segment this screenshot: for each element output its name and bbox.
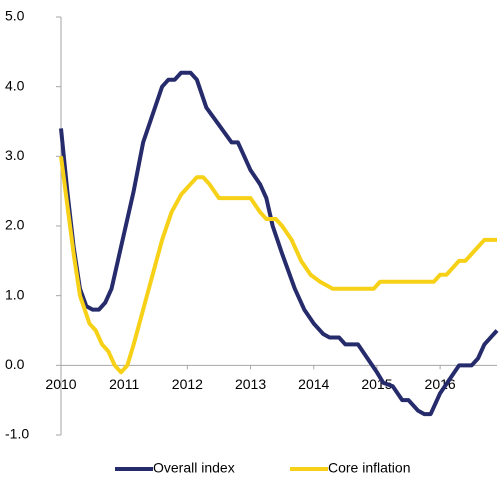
x-tick-label: 2013 bbox=[235, 376, 266, 392]
data-line bbox=[59, 156, 497, 375]
y-tick-label: -1.0 bbox=[5, 426, 29, 442]
x-tick-label: 2012 bbox=[172, 376, 203, 392]
y-tick-label: 4.0 bbox=[5, 77, 25, 93]
y-tick-label: 0.0 bbox=[5, 356, 25, 372]
y-tick-label: 5.0 bbox=[5, 8, 25, 24]
data-line bbox=[59, 70, 499, 417]
legend-label: Core inflation bbox=[328, 460, 411, 476]
x-tick-label: 2010 bbox=[45, 376, 76, 392]
x-tick-label: 2015 bbox=[361, 376, 392, 392]
y-tick-label: 3.0 bbox=[5, 147, 25, 163]
legend-label: Overall index bbox=[153, 460, 235, 476]
y-tick-label: 2.0 bbox=[5, 217, 25, 233]
y-tick-label: 1.0 bbox=[5, 286, 25, 302]
x-tick-label: 2011 bbox=[109, 376, 139, 392]
x-tick-label: 2014 bbox=[298, 376, 329, 392]
